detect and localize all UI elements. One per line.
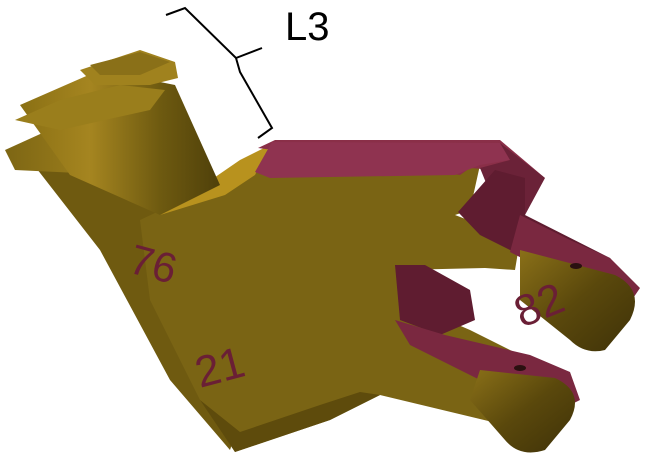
upper-prong-hole (570, 263, 582, 269)
lower-slot-inner-face (395, 265, 475, 335)
dimension-bracket (165, 6, 274, 139)
upper-prong-tip (520, 250, 635, 352)
dimension-label: L3 (285, 5, 330, 49)
cylinder-top-rim (15, 85, 165, 130)
top-cut-face-front (255, 142, 510, 178)
lower-prong-tip (470, 370, 575, 453)
prong-tips (470, 250, 635, 453)
lower-prong-hole (514, 365, 526, 371)
arm-bottom-face (200, 392, 380, 452)
arm-front-face (140, 150, 545, 452)
part-body (30, 145, 545, 452)
cylinder-boss (5, 50, 220, 215)
upper-flange-top (90, 52, 170, 75)
